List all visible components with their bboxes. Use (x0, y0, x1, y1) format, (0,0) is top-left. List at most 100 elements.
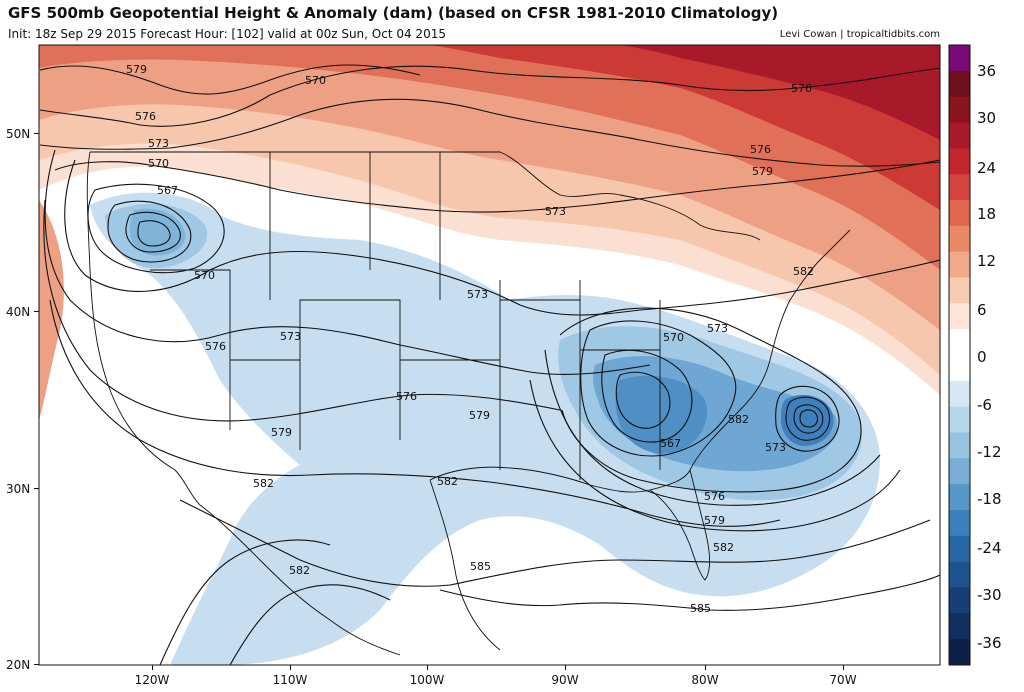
contour-label: 567 (157, 184, 178, 197)
contour-label: 582 (437, 475, 458, 488)
contour-line (54, 159, 940, 213)
contour-label: 573 (467, 288, 488, 301)
latitude-labels: 50N 40N 30N 20N (6, 127, 30, 672)
contour-label: 582 (713, 541, 734, 554)
colorbar-label: 6 (977, 301, 987, 319)
contour-line (39, 65, 940, 127)
coastline-borders (86, 151, 851, 656)
contour-label: 570 (305, 74, 326, 87)
colorbar-swatch (949, 251, 970, 278)
west-coast (86, 151, 201, 506)
mexico-gulf-coast (429, 479, 501, 651)
colorbar-swatch (949, 122, 970, 149)
negative-anomaly-hurricane (780, 394, 834, 446)
colorbar-swatch (949, 225, 970, 253)
contour-line (775, 385, 840, 452)
lon-label: 90W (551, 673, 578, 687)
colorbar-label: 18 (977, 205, 996, 223)
contour-line (544, 349, 881, 506)
contour-line (439, 574, 940, 611)
colorbar-labels: 36 30 24 18 12 6 0 -6 -12 -18 -24 -30 -3… (977, 62, 1002, 652)
colorbar-label: -6 (977, 396, 992, 414)
colorbar-swatch (949, 70, 970, 98)
contour-line (107, 200, 192, 263)
colorbar-label: 36 (977, 62, 996, 80)
contour-line (64, 159, 940, 316)
contour-label: 582 (253, 477, 274, 490)
longitude-ticks (152, 665, 844, 670)
contour-line (43, 199, 561, 422)
negative-anomaly-light (90, 192, 880, 665)
contour-label: 573 (765, 441, 786, 454)
lat-label: 30N (6, 482, 30, 496)
colorbar-swatch (949, 303, 970, 330)
lon-label: 100W (410, 673, 445, 687)
contour-line (39, 98, 940, 167)
map-frame (38, 44, 941, 666)
colorbar-swatch (949, 406, 970, 433)
chart-title: GFS 500mb Geopotential Height & Anomaly … (8, 4, 779, 22)
contour-label-layer: 579 576 573 570 567 570 570 573 576 579 … (126, 63, 814, 615)
colorbar-swatch (949, 329, 970, 356)
colorbar-label: 24 (977, 159, 996, 177)
lat-label: 40N (6, 305, 30, 319)
colorbar-label: 12 (977, 252, 996, 270)
contour-label: 585 (690, 602, 711, 615)
colorbar-swatch (949, 200, 970, 227)
colorbar-label: -18 (977, 490, 1002, 508)
colorbar-swatch (949, 277, 970, 304)
contour-line (179, 499, 931, 587)
colorbar-label: -36 (977, 634, 1002, 652)
colorbar-swatch (949, 561, 970, 588)
contour-line (39, 64, 421, 95)
contour-label: 573 (707, 322, 728, 335)
contour-line (793, 404, 824, 434)
contour-line (529, 379, 901, 532)
contour-label: 582 (728, 413, 749, 426)
florida (649, 469, 710, 581)
colorbar-frame (948, 44, 971, 666)
contour-label: 570 (194, 269, 215, 282)
contour-label: 579 (704, 514, 725, 527)
lon-label: 80W (691, 673, 718, 687)
colorbar-swatch (949, 380, 970, 408)
credit-label: Levi Cowan | tropicaltidbits.com (779, 29, 940, 40)
contour-label: 582 (793, 265, 814, 278)
contour-label: 570 (148, 157, 169, 170)
contour-line (559, 307, 862, 493)
contour-line (159, 539, 331, 665)
positive-anomaly-darkred (620, 45, 940, 140)
colorbar-swatch (949, 484, 970, 511)
colorbar-label: -24 (977, 539, 1002, 557)
positive-anomaly-orange (39, 45, 940, 270)
contour-line (615, 371, 671, 429)
colorbar-swatch (949, 45, 970, 72)
colorbar-swatch (949, 458, 970, 485)
colorbar-swatch (949, 355, 970, 382)
contour-line (44, 149, 651, 375)
contour-label: 579 (271, 426, 292, 439)
state-lines (150, 152, 661, 480)
longitude-labels: 120W 110W 100W 90W 80W 70W (135, 673, 857, 687)
contour-line (799, 409, 819, 428)
us-canada-border (90, 151, 761, 241)
contour-line (49, 299, 781, 527)
colorbar-swatch (949, 96, 970, 123)
contour-line (137, 220, 171, 247)
colorbar-label: 0 (977, 348, 987, 366)
contour-line (229, 584, 391, 665)
contour-line (125, 211, 181, 253)
gulf-coast (429, 466, 691, 493)
colorbar-label: -12 (977, 443, 1002, 461)
contour-label: 576 (205, 340, 226, 353)
east-coast (689, 229, 851, 471)
contour-label: 567 (660, 437, 681, 450)
colorbar-swatch (949, 148, 970, 175)
colorbar-swatch (949, 174, 970, 201)
negative-anomaly-core (615, 375, 707, 454)
contour-label: 579 (469, 409, 490, 422)
contour-label: 585 (470, 560, 491, 573)
contour-label: 576 (750, 143, 771, 156)
contour-line (87, 183, 225, 274)
